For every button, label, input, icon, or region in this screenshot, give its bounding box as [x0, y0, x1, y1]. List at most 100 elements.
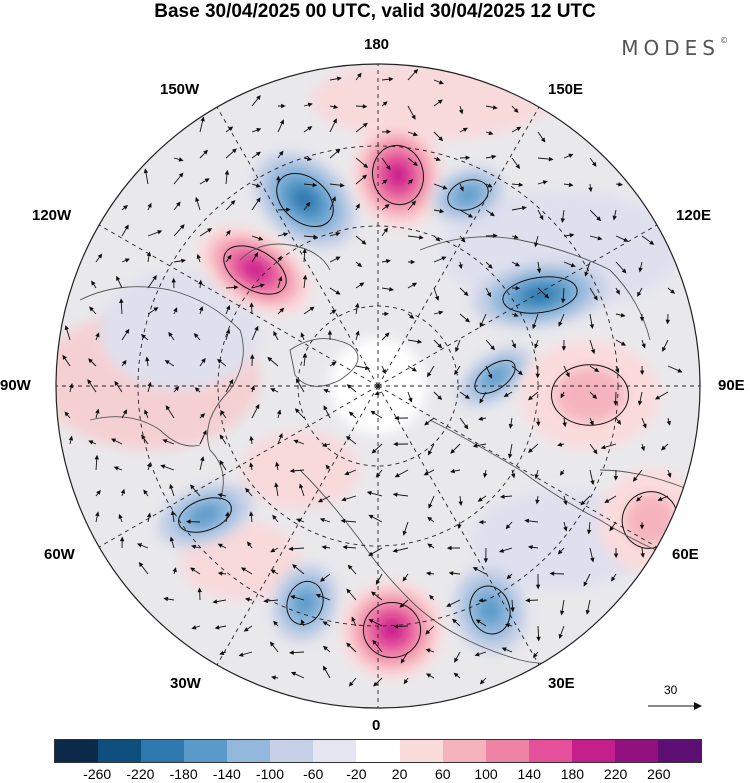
- wind-arrowhead: [179, 224, 185, 230]
- coastline: [239, 243, 331, 271]
- wind-arrowhead: [452, 618, 457, 624]
- wind-arrowhead: [302, 352, 308, 358]
- wind-arrowhead: [375, 472, 381, 478]
- wind-arrowhead: [616, 419, 622, 425]
- wind-arrowhead: [479, 322, 484, 328]
- wind-arrowhead: [613, 475, 619, 481]
- anomaly-center-negative: [271, 563, 339, 643]
- wind-arrowhead: [344, 471, 350, 476]
- wind-arrowhead: [201, 357, 206, 363]
- lon-label-30w: 30W: [170, 675, 201, 692]
- wind-arrowhead: [665, 319, 670, 325]
- wind-arrowhead: [408, 178, 414, 184]
- wind-arrowhead: [446, 602, 452, 607]
- wind-arrowhead: [243, 627, 249, 632]
- wind-arrowhead: [660, 445, 666, 451]
- wind-arrowhead: [198, 305, 204, 312]
- wind-arrowhead: [146, 512, 152, 518]
- wind-arrowhead: [539, 215, 544, 221]
- wind-arrowhead: [560, 218, 566, 224]
- wind-arrowhead: [534, 242, 539, 248]
- wind-arrowhead: [535, 373, 540, 379]
- wind-arrowhead: [368, 551, 374, 556]
- wind-arrowhead: [64, 411, 70, 417]
- wind-arrowhead: [412, 161, 418, 166]
- wind-arrowhead: [418, 235, 424, 240]
- wind-arrowhead: [249, 462, 254, 468]
- anomaly-center-positive: [351, 121, 445, 229]
- wind-arrowhead: [122, 359, 127, 365]
- colorbar: [54, 739, 702, 763]
- anomaly-center-positive: [520, 340, 660, 450]
- wind-arrowhead: [152, 275, 157, 281]
- wind-arrowhead: [317, 498, 324, 503]
- wind-arrowhead: [270, 569, 276, 574]
- anomaly-center-negative: [431, 167, 505, 223]
- wind-arrowhead: [558, 633, 563, 639]
- wind-arrowhead: [381, 369, 386, 375]
- wind-arrowhead: [233, 285, 239, 290]
- wind-arrowhead: [565, 372, 570, 378]
- wind-arrowhead: [327, 330, 333, 335]
- wind-arrowhead: [542, 180, 548, 185]
- wind-arrowhead: [220, 409, 225, 416]
- wind-arrowhead: [639, 316, 645, 322]
- wind-arrowhead: [492, 105, 498, 110]
- wind-arrowhead: [408, 397, 413, 403]
- wind-arrowhead: [636, 496, 641, 502]
- wind-arrowhead: [413, 68, 419, 74]
- wind-arrowhead: [279, 119, 284, 125]
- lon-label-0: 0: [372, 717, 381, 734]
- wind-arrowhead: [174, 386, 180, 392]
- colorbar-swatch: [55, 740, 99, 762]
- wind-arrowhead: [140, 334, 146, 339]
- wind-arrowhead: [279, 307, 285, 313]
- colorbar-tick-label: -140: [212, 766, 241, 782]
- wind-arrowhead: [323, 405, 328, 411]
- wind-arrowhead: [425, 629, 431, 635]
- wind-arrowhead: [487, 183, 493, 188]
- wind-arrowhead: [249, 354, 255, 359]
- wind-arrowhead: [424, 420, 430, 426]
- wind-arrowhead: [300, 332, 305, 338]
- wind-arrowhead: [639, 524, 645, 530]
- wind-arrowhead: [307, 102, 313, 107]
- wind-arrowhead: [544, 293, 550, 299]
- wind-arrowhead: [361, 239, 367, 245]
- wind-arrowhead: [345, 436, 351, 441]
- wind-arrowhead: [524, 518, 530, 524]
- wind-arrowhead: [273, 330, 278, 337]
- wind-arrowhead: [641, 343, 646, 349]
- wind-arrowhead: [437, 99, 443, 104]
- wind-arrowhead: [402, 530, 407, 536]
- wind-arrowhead: [569, 233, 575, 238]
- wind-arrowhead: [145, 356, 150, 362]
- brand-logo: MODES©: [621, 36, 728, 60]
- wind-arrowhead: [491, 154, 497, 160]
- wind-arrowhead: [176, 201, 181, 207]
- wind-arrowhead: [118, 513, 123, 519]
- wind-arrowhead: [283, 232, 289, 237]
- wind-arrowhead: [615, 289, 620, 295]
- wind-arrowhead: [91, 280, 96, 286]
- wind-arrowhead: [549, 571, 555, 576]
- wind-arrowhead: [392, 548, 398, 553]
- wind-arrowhead: [153, 307, 159, 312]
- wind-arrowhead: [225, 328, 231, 334]
- wind-arrowhead: [238, 652, 244, 657]
- anomaly-center-negative: [458, 346, 532, 408]
- wind-arrowhead: [600, 444, 606, 450]
- wind-arrowhead: [322, 442, 328, 448]
- wind-arrowhead: [249, 435, 254, 441]
- anomaly-wash: [310, 64, 550, 140]
- wind-arrowhead: [510, 607, 515, 613]
- wind-arrowhead: [558, 321, 563, 327]
- wind-arrowhead: [226, 229, 231, 235]
- wind-arrowhead: [596, 216, 602, 222]
- wind-arrowhead: [499, 548, 505, 553]
- wind-arrowhead: [331, 196, 336, 202]
- wind-arrowhead: [95, 511, 100, 517]
- wind-arrowhead: [228, 126, 234, 132]
- wind-arrowhead: [501, 647, 507, 652]
- colorbar-tick-label: -60: [303, 766, 324, 782]
